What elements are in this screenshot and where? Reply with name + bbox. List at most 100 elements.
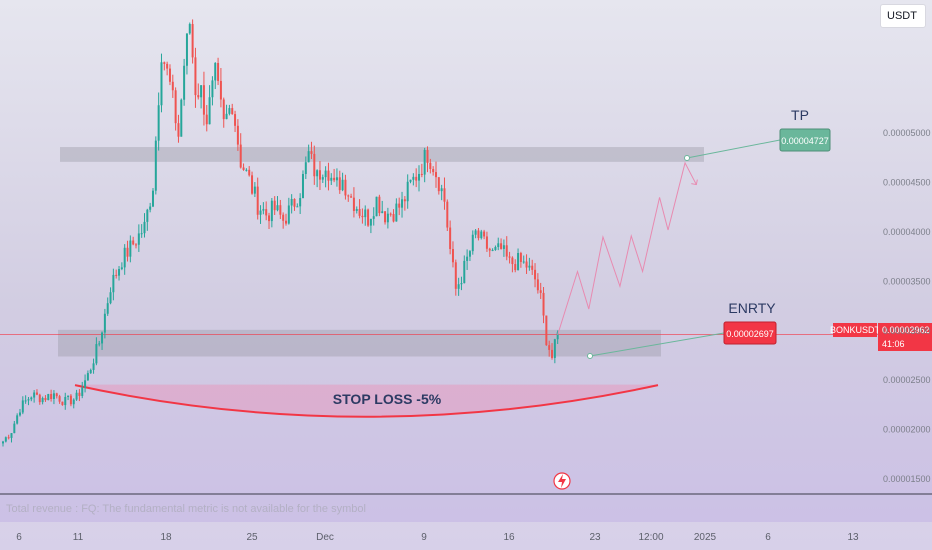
- candle: [483, 229, 486, 240]
- candle: [494, 245, 497, 251]
- price-axis-tick: 0.00005000: [883, 128, 931, 138]
- candle: [299, 193, 302, 214]
- candle: [426, 146, 429, 173]
- candle: [318, 161, 321, 191]
- candle: [338, 170, 341, 194]
- candle: [13, 420, 16, 434]
- candle: [466, 249, 469, 270]
- candle: [536, 273, 539, 294]
- candle: [109, 287, 112, 305]
- candle: [151, 188, 154, 208]
- time-axis-tick: Dec: [316, 532, 334, 543]
- candle: [55, 392, 58, 399]
- time-axis-tick: 2025: [694, 532, 717, 543]
- candle: [301, 170, 304, 199]
- candle: [194, 47, 197, 108]
- candle: [2, 440, 4, 447]
- candle: [553, 338, 556, 364]
- candle: [330, 173, 333, 185]
- candle: [378, 194, 381, 217]
- candle: [7, 434, 10, 440]
- candle: [420, 163, 423, 178]
- candle: [98, 340, 101, 347]
- time-axis-tick: 6: [16, 532, 22, 543]
- stop-loss-zone: STOP LOSS -5%: [74, 384, 659, 418]
- candle: [89, 368, 92, 374]
- time-axis-tick: 23: [589, 532, 601, 543]
- candle: [548, 340, 551, 357]
- candle: [491, 248, 494, 252]
- time-axis[interactable]: [0, 522, 932, 550]
- candle: [440, 184, 443, 201]
- candle: [185, 33, 188, 75]
- tp-anchor-dot[interactable]: [684, 155, 690, 161]
- candle: [143, 213, 146, 238]
- candle: [355, 206, 358, 214]
- tp-connector: [686, 139, 781, 159]
- candle: [451, 241, 454, 268]
- price-axis-tick: 0.00001500: [883, 474, 931, 484]
- candle: [468, 250, 471, 262]
- candle: [177, 114, 180, 143]
- candle: [268, 212, 271, 230]
- price-axis-tick: 0.00002500: [883, 375, 931, 385]
- entry-title: ENRTY: [728, 300, 776, 316]
- candle: [222, 97, 225, 128]
- candle: [282, 212, 285, 229]
- candle: [437, 177, 440, 195]
- currency-button[interactable]: USDT: [880, 4, 926, 28]
- symbol-tag: [833, 323, 877, 337]
- candle: [214, 62, 217, 90]
- event-marker[interactable]: [553, 472, 571, 490]
- candle: [369, 218, 372, 234]
- candle: [95, 337, 98, 366]
- countdown-text: 41:06: [882, 339, 905, 349]
- candle: [248, 166, 251, 177]
- tp-price-box[interactable]: [779, 128, 831, 152]
- candle: [454, 259, 457, 296]
- entry-anchor-dot[interactable]: [587, 353, 593, 359]
- candle: [52, 390, 55, 405]
- candle: [389, 212, 392, 217]
- candle: [242, 163, 245, 171]
- candle: [58, 394, 61, 404]
- candle: [279, 199, 282, 220]
- resistance-zone: [60, 147, 704, 162]
- candle: [542, 287, 545, 324]
- candle: [525, 254, 528, 274]
- candle: [545, 315, 548, 346]
- candle: [313, 145, 316, 185]
- candle: [4, 436, 7, 443]
- candle: [208, 85, 211, 125]
- candle: [367, 208, 370, 227]
- candle: [149, 202, 152, 213]
- candle: [508, 251, 511, 264]
- entry-price-box[interactable]: [723, 321, 777, 345]
- candle: [21, 396, 24, 415]
- candle: [129, 235, 132, 263]
- candle: [103, 308, 106, 339]
- candle: [307, 144, 310, 163]
- candle: [50, 389, 53, 402]
- candle: [497, 237, 500, 251]
- candle: [205, 105, 208, 132]
- candle: [78, 389, 81, 402]
- candle: [392, 209, 395, 223]
- candle: [415, 168, 418, 188]
- candle: [24, 395, 27, 404]
- candles: [2, 19, 559, 447]
- candle: [434, 161, 437, 188]
- candle: [556, 330, 559, 345]
- time-axis-labels: 6 11 18 25 Dec 9 16 23 12:00 2025 6 13: [16, 532, 859, 543]
- price-axis[interactable]: 0.00001500 0.00002000 0.00002500 0.00003000…: [883, 128, 931, 484]
- candle: [219, 67, 222, 108]
- candle: [287, 197, 290, 225]
- candle: [67, 395, 70, 401]
- candle: [253, 182, 256, 198]
- candle: [514, 259, 517, 273]
- candle: [180, 98, 183, 137]
- candle: [273, 196, 276, 215]
- candle: [352, 187, 355, 218]
- candle: [191, 19, 194, 64]
